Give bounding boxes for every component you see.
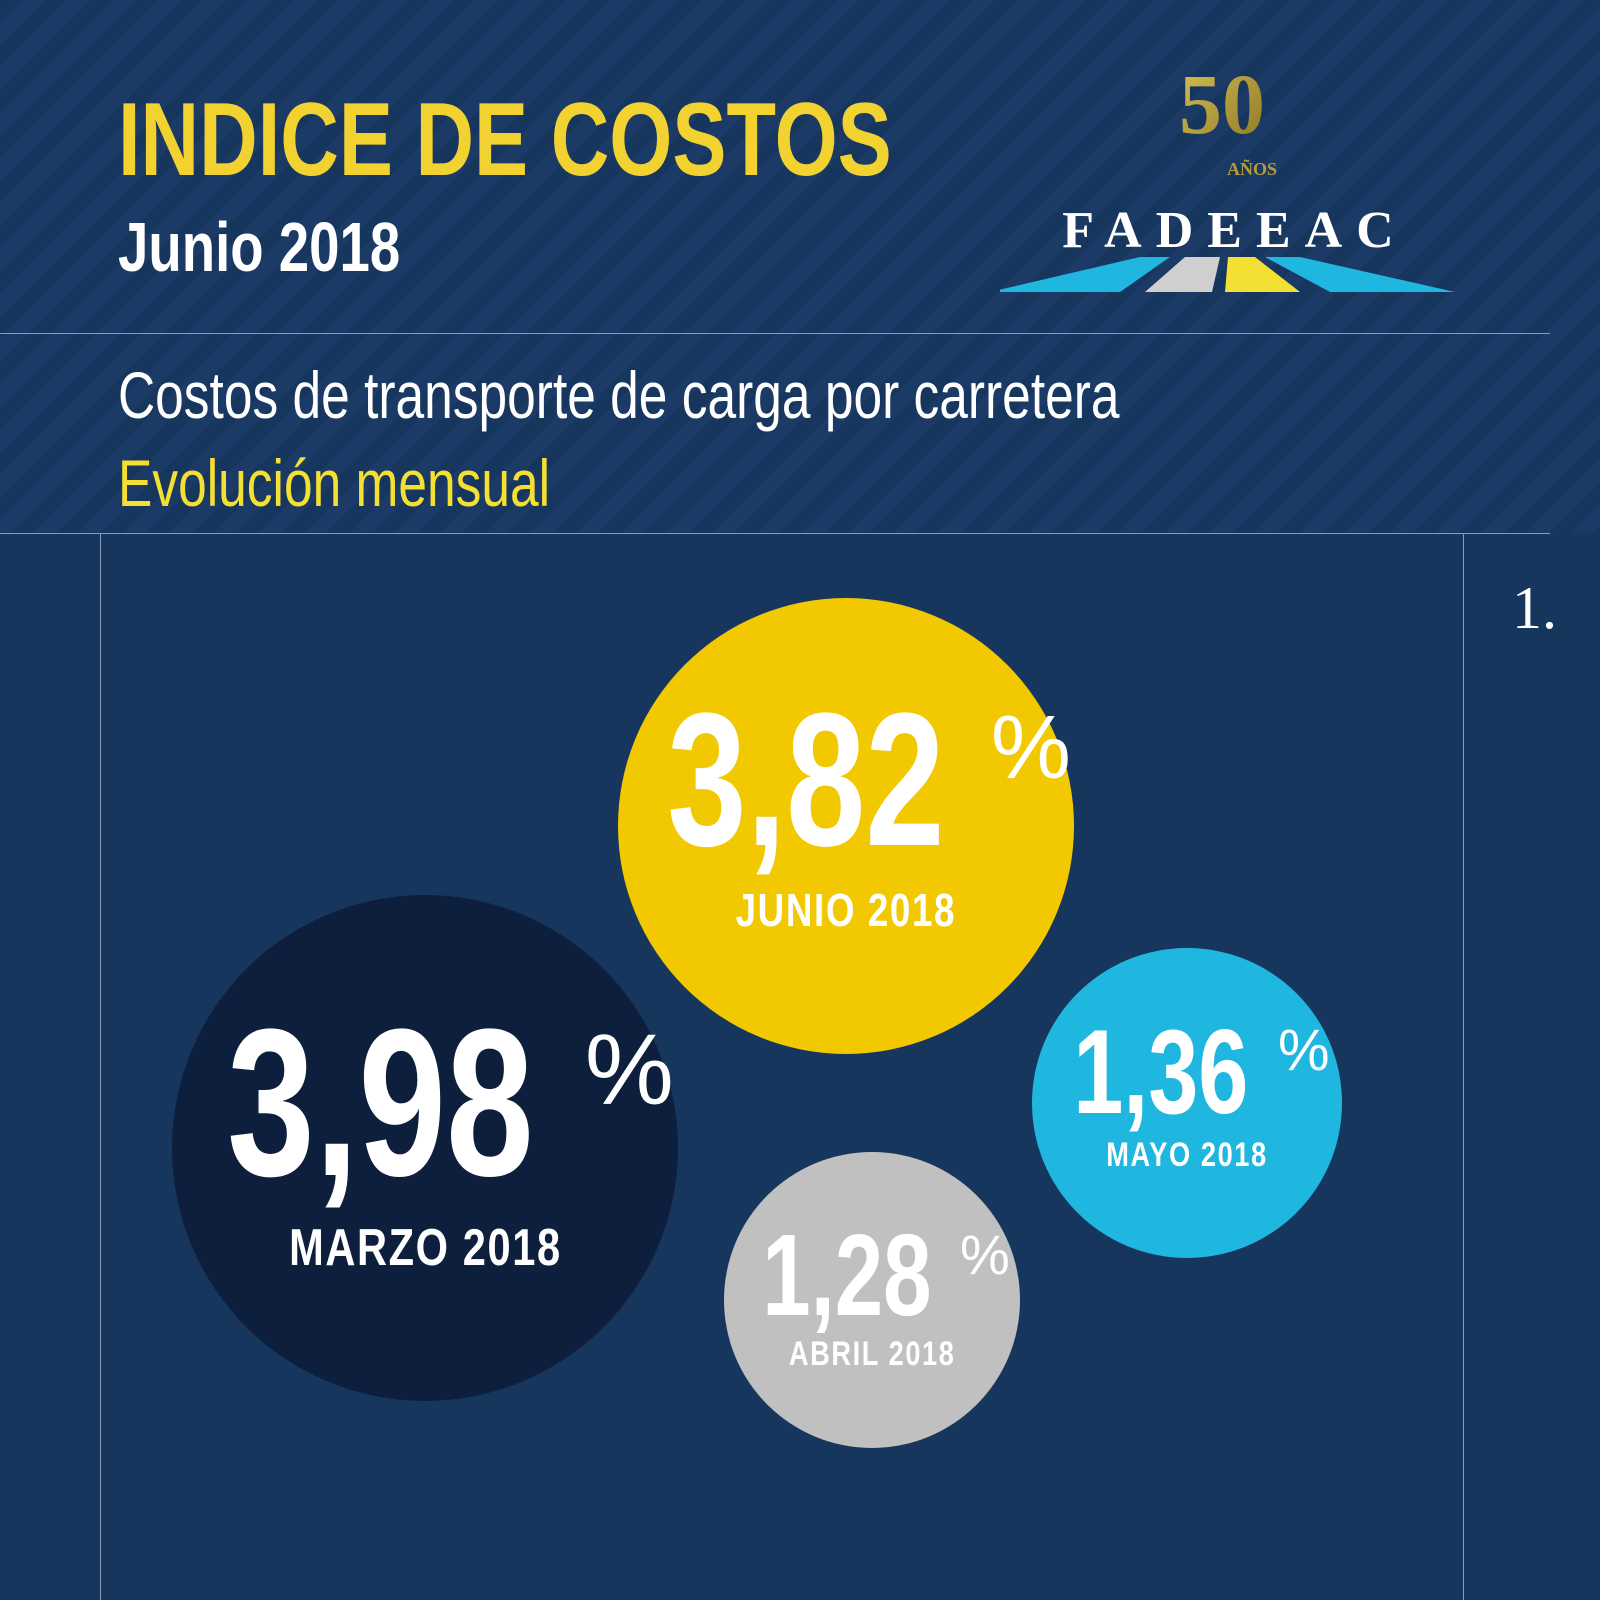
value: 3,82 [667,674,945,886]
divider [0,333,1550,334]
month-label: MAYO 2018 [1106,1135,1268,1174]
value: 3,98 [227,985,534,1220]
bubble-marzo: 3,98% MARZO 2018 [172,895,678,1401]
logo-brand: FADEEAC [1062,202,1407,259]
percent-sign: % [1277,1017,1330,1083]
logo-stripe [1225,257,1300,292]
description-highlight: Evolución mensual [118,450,672,516]
subtitle-text: Junio 2018 [118,208,401,286]
month-label: JUNIO 2018 [735,884,957,936]
logo-anos: AÑOS [1227,158,1277,179]
description: Costos de transporte de carga por carret… [118,362,1402,428]
fadeeac-logo: 50 AÑOS FADEEAC [1000,56,1455,292]
page-subtitle: Junio 2018 [118,212,480,282]
divider [1463,533,1464,1600]
percent-sign: % [959,1222,1010,1286]
percent-sign: % [990,698,1071,798]
bubble-junio: 3,82% JUNIO 2018 [618,598,1074,1054]
logo-stripe [1145,257,1220,292]
value: 1,28 [762,1209,932,1340]
title-text: INDICE DE COSTOS [118,82,892,198]
month-label: MARZO 2018 [288,1219,562,1277]
bubble-abril: 1,28% ABRIL 2018 [724,1152,1020,1448]
page-title: INDICE DE COSTOS [118,88,1110,192]
logo-50: 50 [1179,56,1265,152]
month-label: ABRIL 2018 [788,1334,956,1373]
bubble-mayo: 1,36% MAYO 2018 [1032,948,1342,1258]
logo-stripe [1000,257,1170,292]
logo-stripe [1265,257,1455,292]
description-highlight-text: Evolución mensual [118,446,551,520]
percent-sign: % [584,1014,674,1126]
description-text: Costos de transporte de carga por carret… [118,358,1120,432]
value: 1,36 [1073,1004,1249,1139]
side-text: 1. [1512,575,1557,641]
divider [0,533,1550,534]
divider [100,533,101,1600]
